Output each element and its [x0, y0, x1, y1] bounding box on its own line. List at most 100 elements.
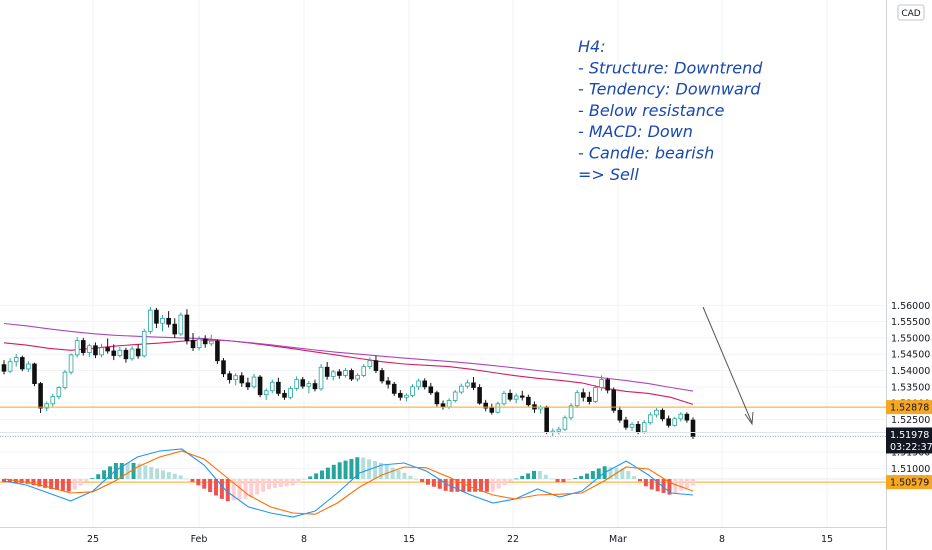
macd-histogram-bar: [208, 479, 213, 493]
candle-body-down: [245, 382, 251, 388]
candle-body-down: [135, 348, 141, 357]
macd-histogram-bar: [579, 476, 584, 479]
macd-histogram-bar: [267, 479, 271, 490]
macd-histogram-bar: [384, 465, 389, 479]
macd-histogram-bar: [60, 479, 65, 491]
candle: [282, 390, 287, 400]
candle: [611, 387, 617, 413]
macd-histogram-bar: [467, 479, 472, 492]
candle: [62, 369, 68, 390]
candle-body-up: [410, 386, 415, 396]
candle: [93, 342, 98, 359]
candle-body-up: [416, 380, 421, 388]
macd-histogram-bar: [620, 468, 625, 479]
candle-body-down: [1, 364, 7, 372]
macd-histogram-bar: [437, 479, 442, 489]
macd-histogram-bar: [649, 479, 654, 490]
candle-body-down: [483, 402, 488, 409]
candle-body-up: [629, 423, 635, 428]
candle-body-down: [373, 360, 379, 371]
macd-histogram-bar: [685, 479, 690, 488]
macd-histogram-bar: [355, 457, 360, 479]
macd-histogram-bar: [43, 479, 48, 488]
macd-histogram-bar: [461, 479, 466, 492]
candle: [227, 371, 232, 384]
macd-histogram-bar: [225, 479, 230, 502]
macd-histogram-bar: [243, 479, 248, 499]
candlesticks: [1, 306, 696, 440]
candle-body-down: [690, 419, 696, 437]
candle: [209, 334, 214, 347]
y-tick-label: 1.54500: [891, 350, 930, 361]
candle: [666, 415, 671, 428]
candle: [428, 382, 434, 395]
candle: [215, 339, 220, 364]
candle: [190, 333, 196, 351]
macd-histogram-bar: [661, 479, 666, 493]
candle-body-down: [587, 396, 592, 402]
candle: [398, 390, 403, 401]
candle: [440, 400, 446, 410]
target-tag-bg: [886, 475, 932, 490]
macd-histogram-bar: [125, 463, 130, 479]
candle: [221, 358, 226, 378]
candle-body-up: [574, 392, 580, 407]
macd-histogram-bar: [573, 478, 578, 479]
candle: [263, 388, 269, 400]
candle: [605, 377, 610, 394]
analysis-annotation: H4: - Structure: Downtrend - Tendency: Dow…: [578, 37, 763, 184]
candle-body-up: [672, 418, 677, 426]
candle-body-up: [593, 387, 598, 402]
price-axis-bg: [886, 0, 932, 550]
macd-histogram-bar: [296, 479, 301, 483]
candle-body-up: [233, 375, 238, 381]
candle-body-up: [459, 385, 464, 393]
candle-body-up: [117, 349, 123, 356]
candle-body-down: [154, 309, 159, 324]
candle-body-up: [74, 340, 80, 356]
candle: [202, 335, 208, 348]
macd-histogram-bar: [643, 479, 648, 487]
macd-histogram-bar: [55, 479, 59, 490]
candle-body-down: [379, 370, 385, 382]
candle: [160, 315, 165, 332]
candle-body-down: [257, 376, 263, 396]
candle: [44, 401, 49, 412]
candle-body-up: [465, 382, 470, 387]
annotation-line: H4:: [578, 37, 606, 56]
candle: [20, 355, 25, 372]
macd-histogram-bar: [402, 472, 407, 479]
candle: [312, 379, 318, 392]
macd-histogram-bar: [119, 463, 124, 479]
candle: [684, 412, 690, 423]
macd-histogram-bar: [302, 479, 307, 480]
candle: [385, 377, 391, 389]
macd-histogram-bar: [626, 471, 631, 479]
macd-histogram-bar: [155, 468, 160, 479]
candle-body-up: [62, 371, 68, 388]
candle-body-down: [184, 314, 190, 341]
vertical-gridlines: [92, 0, 828, 527]
macd-histogram-bar: [532, 470, 536, 479]
x-tick-label: 8: [719, 534, 725, 545]
moving-average-slow: [3, 322, 694, 392]
candle: [519, 390, 525, 401]
candle: [391, 381, 397, 396]
candle-body-down: [123, 349, 129, 360]
candle: [50, 394, 56, 407]
macd-histogram-bar: [514, 478, 519, 480]
candle-body-down: [471, 382, 476, 388]
moving-averages: [3, 322, 694, 405]
candle-body-up: [288, 388, 293, 398]
x-tick-label: 15: [403, 534, 415, 545]
macd-histogram-bar: [567, 479, 572, 481]
currency-badge[interactable]: [897, 4, 925, 21]
macd-histogram-bar: [549, 478, 554, 480]
candle-body-up: [50, 396, 56, 405]
candle: [580, 388, 586, 402]
candle-body-up: [263, 390, 269, 396]
candle-body-up: [141, 330, 147, 357]
candle: [32, 362, 37, 387]
macd-histogram-bar: [2, 479, 6, 483]
